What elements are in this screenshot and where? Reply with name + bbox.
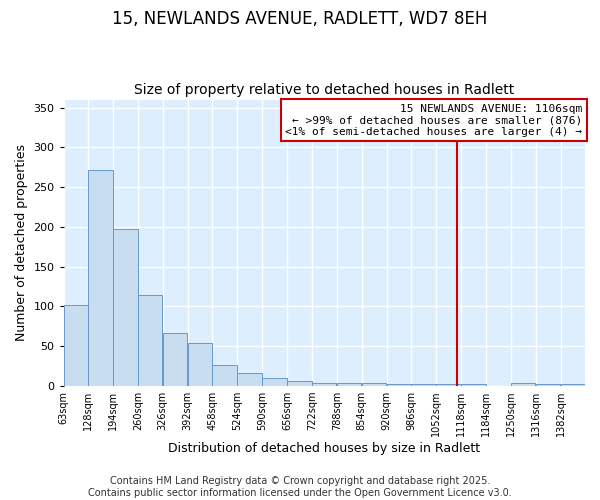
Title: Size of property relative to detached houses in Radlett: Size of property relative to detached ho… [134,83,514,97]
Bar [536,384,560,386]
Bar [262,378,287,386]
Bar [188,343,212,386]
Bar [312,383,337,386]
Bar [386,384,411,386]
Bar [88,170,113,386]
Bar [287,380,311,386]
Text: 15 NEWLANDS AVENUE: 1106sqm
← >99% of detached houses are smaller (876)
<1% of s: 15 NEWLANDS AVENUE: 1106sqm ← >99% of de… [286,104,583,137]
Bar [64,305,88,386]
Bar [436,384,461,386]
Bar [560,384,585,386]
X-axis label: Distribution of detached houses by size in Radlett: Distribution of detached houses by size … [168,442,481,455]
Bar [163,333,187,386]
Bar [138,294,163,386]
Text: 15, NEWLANDS AVENUE, RADLETT, WD7 8EH: 15, NEWLANDS AVENUE, RADLETT, WD7 8EH [112,10,488,28]
Bar [461,384,485,386]
Bar [113,230,137,386]
Bar [337,383,361,386]
Bar [362,383,386,386]
Bar [212,366,237,386]
Bar [412,384,436,386]
Text: Contains HM Land Registry data © Crown copyright and database right 2025.
Contai: Contains HM Land Registry data © Crown c… [88,476,512,498]
Bar [511,383,535,386]
Y-axis label: Number of detached properties: Number of detached properties [15,144,28,342]
Bar [238,372,262,386]
